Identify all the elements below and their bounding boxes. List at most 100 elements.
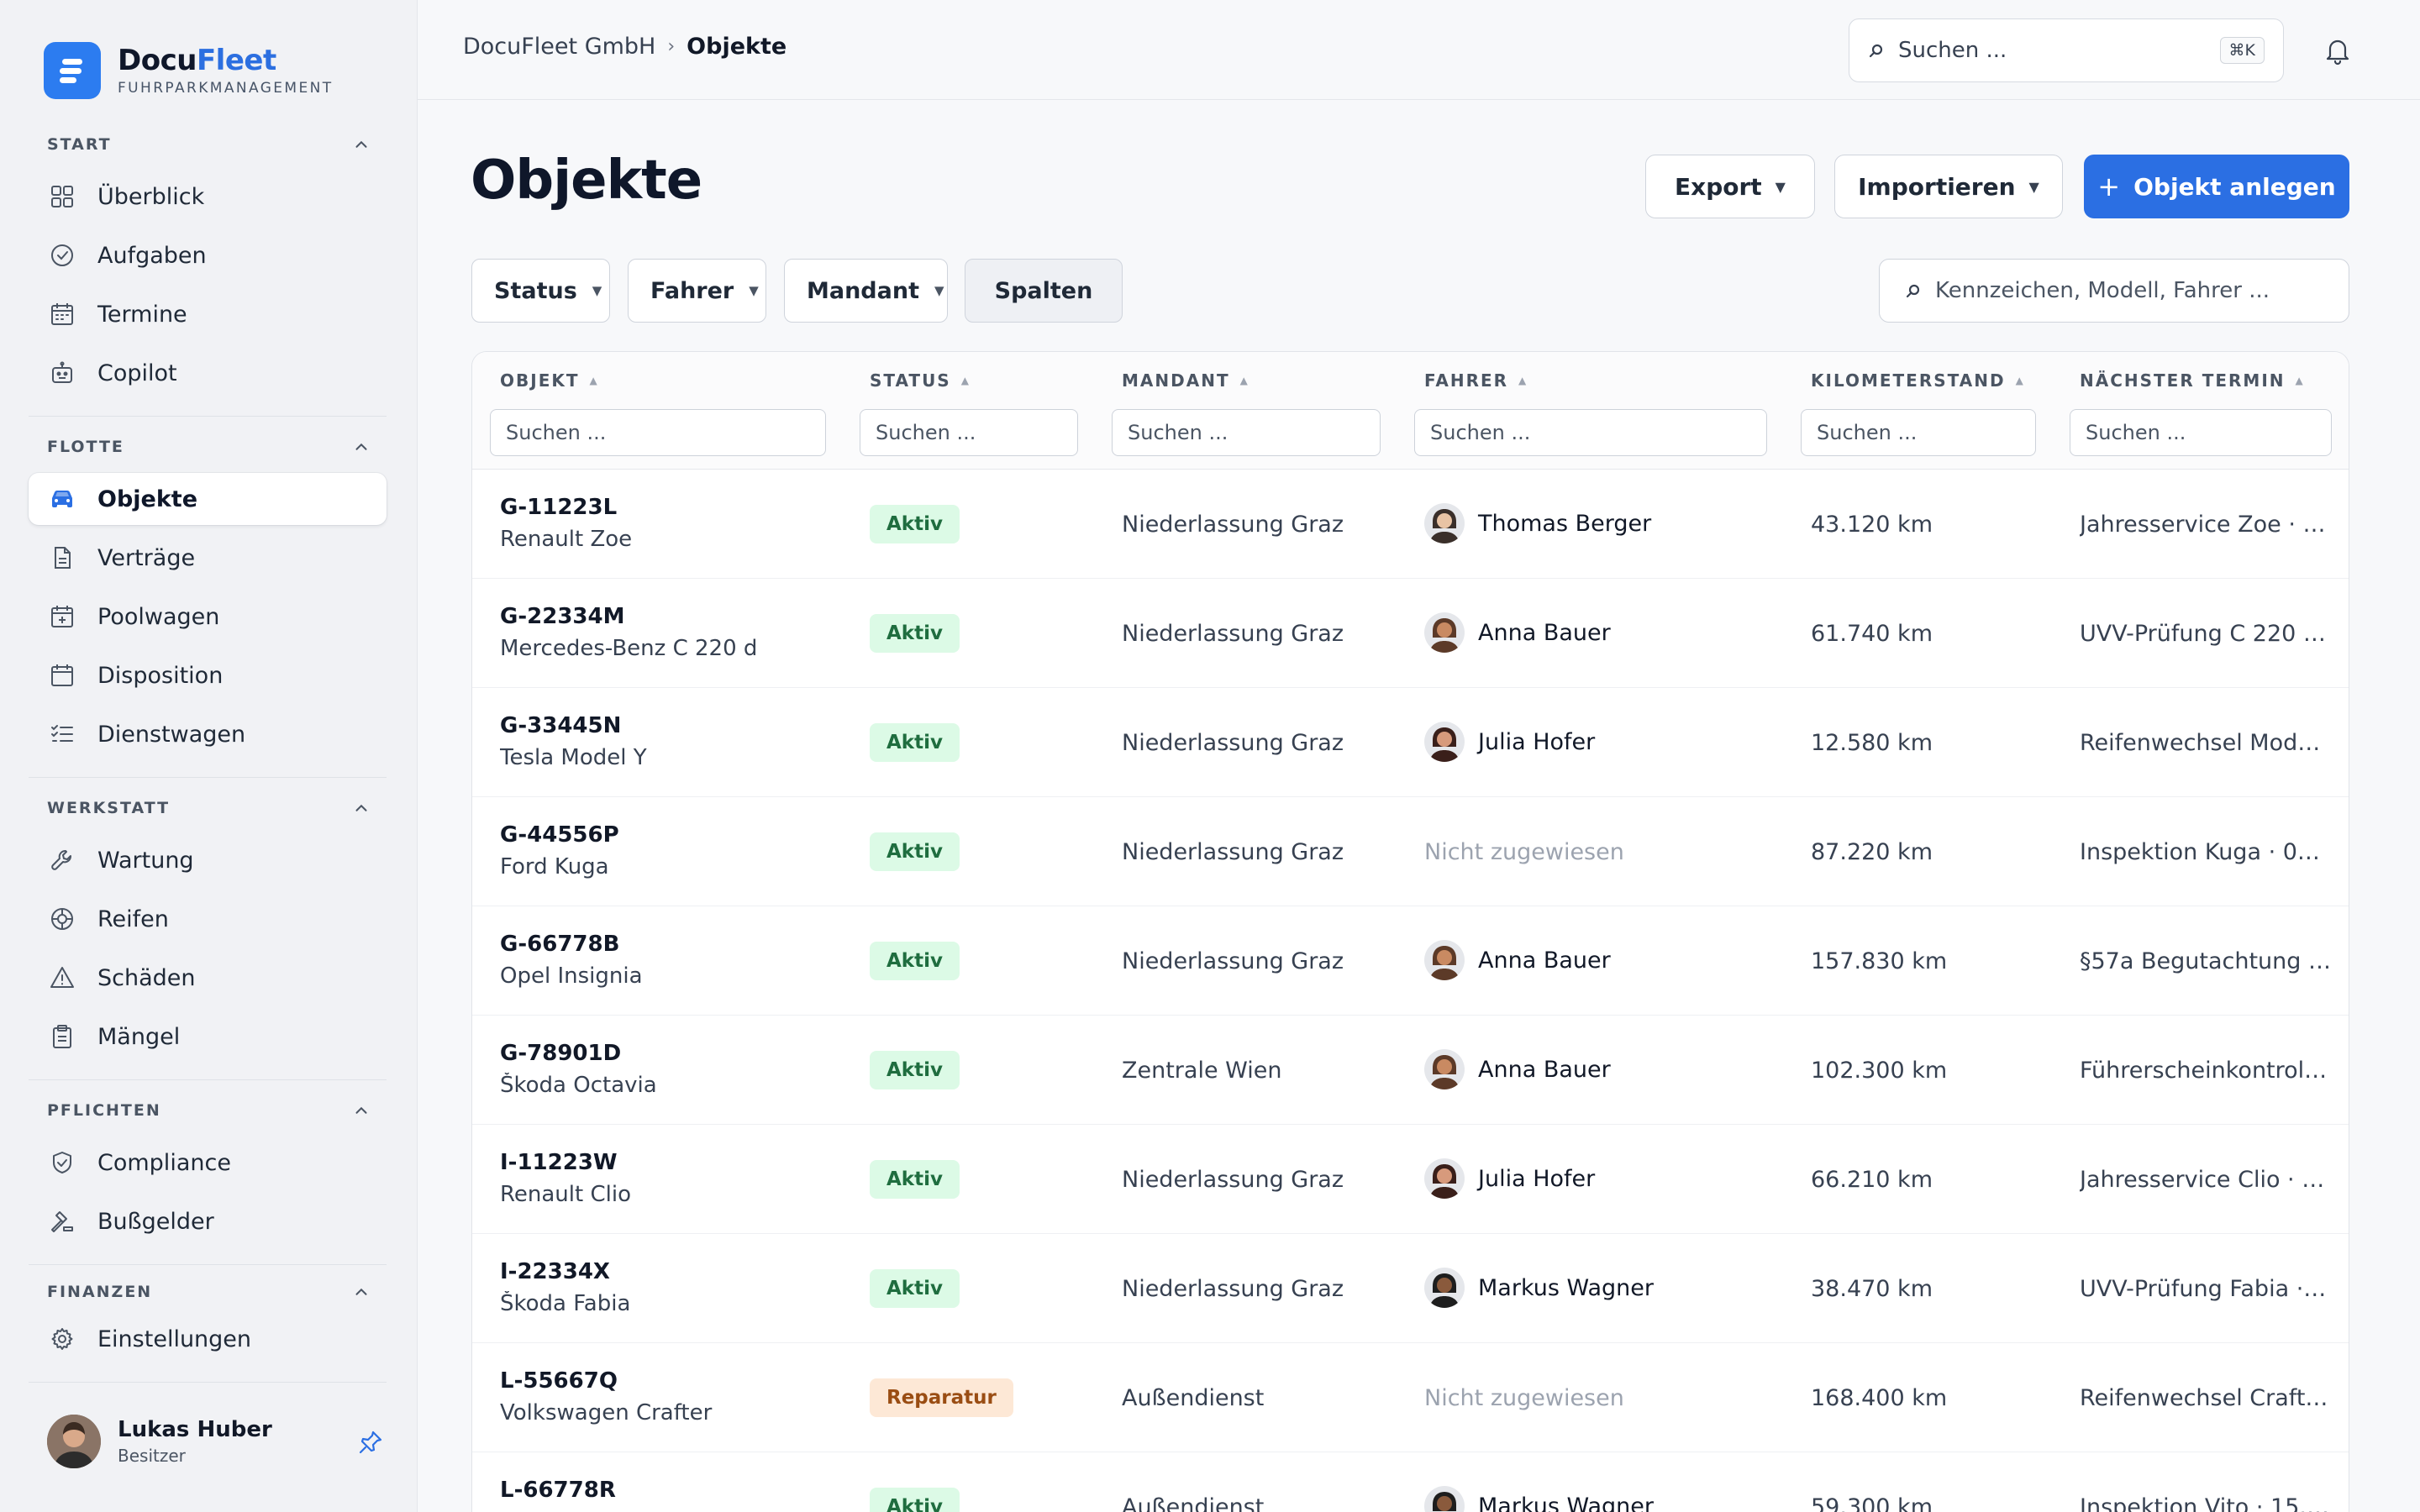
next-appointment-cell: Jahresservice Clio · 19.... — [2080, 1167, 2332, 1193]
mandant-cell: Außendienst — [1122, 1385, 1265, 1411]
mileage-cell: 168.400 km — [1811, 1385, 1948, 1411]
filter-fahrer[interactable]: Fahrer ▼ — [628, 259, 766, 323]
column-filter-status[interactable]: Suchen ... — [860, 409, 1078, 456]
driver-cell[interactable]: Julia Hofer — [1424, 1158, 1595, 1199]
column-filter-kilometerstand[interactable]: Suchen ... — [1801, 409, 2036, 456]
table-row[interactable]: G-11223L Renault Zoe Aktiv Niederlassung Gr… — [472, 470, 2349, 579]
document-icon — [49, 544, 76, 571]
driver-name: Anna Bauer — [1478, 947, 1611, 974]
column-filter-objekt[interactable]: Suchen ... — [490, 409, 826, 456]
import-button[interactable]: Importieren ▼ — [1834, 155, 2063, 218]
section-werkstatt[interactable]: WERKSTATT — [47, 795, 371, 821]
breadcrumb-link[interactable]: DocuFleet GmbH — [463, 34, 656, 60]
mileage-cell: 87.220 km — [1811, 839, 1933, 865]
topbar: DocuFleet GmbH › Objekte Suchen ... ⌘K — [418, 0, 2420, 100]
driver-cell[interactable]: Anna Bauer — [1424, 612, 1611, 653]
column-header-status[interactable]: STATUS ▲ — [870, 370, 971, 391]
object-plate[interactable]: G-66778B — [500, 932, 620, 957]
sidebar-item-copilot[interactable]: Copilot — [29, 347, 387, 399]
sort-icon: ▲ — [2295, 375, 2305, 386]
sidebar-item-einstellungen[interactable]: Einstellungen — [29, 1313, 387, 1365]
section-finanzen[interactable]: FINANZEN — [47, 1283, 371, 1299]
sidebar-item-ueberblick[interactable]: Überblick — [29, 171, 387, 223]
column-header-fahrer[interactable]: FAHRER ▲ — [1424, 370, 1528, 391]
driver-cell[interactable]: Markus Wagner — [1424, 1486, 1654, 1512]
section-flotte[interactable]: FLOTTE — [47, 434, 371, 459]
sidebar-item-label: Wartung — [97, 847, 194, 874]
object-plate[interactable]: G-44556P — [500, 822, 619, 848]
table-row[interactable]: G-22334M Mercedes-Benz C 220 d Aktiv Nieder… — [472, 579, 2349, 688]
sidebar-item-objekte[interactable]: Objekte — [29, 473, 387, 525]
column-header-mandant[interactable]: MANDANT ▲ — [1122, 370, 1249, 391]
table-row[interactable]: I-22334X Škoda Fabia Aktiv Niederlassung Gr… — [472, 1234, 2349, 1343]
sidebar-item-label: Dienstwagen — [97, 721, 246, 748]
section-title: PFLICHTEN — [47, 1101, 161, 1120]
mandant-cell: Niederlassung Graz — [1122, 730, 1344, 756]
status-badge: Aktiv — [870, 1488, 960, 1512]
object-plate[interactable]: G-33445N — [500, 713, 622, 738]
column-filter-naechster-termin[interactable]: Suchen ... — [2070, 409, 2332, 456]
table-row[interactable]: I-11223W Renault Clio Aktiv Niederlassung G… — [472, 1125, 2349, 1234]
object-plate[interactable]: I-11223W — [500, 1150, 618, 1175]
object-plate[interactable]: L-55667Q — [500, 1368, 618, 1394]
object-plate[interactable]: G-22334M — [500, 604, 625, 629]
table-row[interactable]: G-66778B Opel Insignia Aktiv Niederlassung … — [472, 906, 2349, 1016]
column-header-kilometerstand[interactable]: KILOMETERSTAND ▲ — [1811, 370, 2025, 391]
user-profile[interactable]: Lukas Huber Besitzer — [47, 1413, 383, 1470]
object-plate[interactable]: L-66778R — [500, 1478, 616, 1503]
export-button[interactable]: Export ▼ — [1645, 155, 1815, 218]
brand[interactable]: DocuFleet FUHRPARKMANAGEMENT — [44, 40, 334, 101]
table-search-input[interactable]: Kennzeichen, Modell, Fahrer ... — [1879, 259, 2349, 323]
column-header-objekt[interactable]: OBJEKT ▲ — [500, 370, 599, 391]
sidebar-item-aufgaben[interactable]: Aufgaben — [29, 229, 387, 281]
column-header-naechster-termin[interactable]: NÄCHSTER TERMIN ▲ — [2080, 370, 2305, 391]
sidebar-item-label: Aufgaben — [97, 242, 207, 269]
table-row[interactable]: L-66778R Aktiv Außendienst Markus Wagner 59.… — [472, 1452, 2349, 1512]
columns-button[interactable]: Spalten — [965, 259, 1123, 323]
object-plate[interactable]: G-78901D — [500, 1041, 622, 1066]
table-row[interactable]: L-55667Q Volkswagen Crafter Reparatur Außen… — [472, 1343, 2349, 1452]
next-appointment-cell: UVV-Prüfung Fabia · 2... — [2080, 1276, 2332, 1302]
divider — [29, 777, 387, 778]
status-badge: Aktiv — [870, 505, 960, 543]
sidebar-item-maengel[interactable]: Mängel — [29, 1011, 387, 1063]
object-plate[interactable]: I-22334X — [500, 1259, 610, 1284]
driver-cell[interactable]: Thomas Berger — [1424, 503, 1651, 543]
sidebar-item-vertraege[interactable]: Verträge — [29, 532, 387, 584]
sidebar-item-dienstwagen[interactable]: Dienstwagen — [29, 708, 387, 760]
table-row[interactable]: G-78901D Škoda Octavia Aktiv Zentrale Wien A… — [472, 1016, 2349, 1125]
driver-cell[interactable]: Markus Wagner — [1424, 1268, 1654, 1308]
object-plate[interactable]: G-11223L — [500, 495, 618, 520]
mileage-cell: 102.300 km — [1811, 1058, 1948, 1084]
column-filter-fahrer[interactable]: Suchen ... — [1414, 409, 1767, 456]
sidebar-item-compliance[interactable]: Compliance — [29, 1137, 387, 1189]
table-row[interactable]: G-44556P Ford Kuga Aktiv Niederlassung Graz… — [472, 797, 2349, 906]
section-start[interactable]: START — [47, 132, 371, 157]
driver-cell[interactable]: Anna Bauer — [1424, 1049, 1611, 1089]
sidebar-item-schaeden[interactable]: Schäden — [29, 952, 387, 1004]
object-model: Opel Insignia — [500, 963, 643, 989]
sidebar-item-termine[interactable]: Termine — [29, 288, 387, 340]
create-object-button[interactable]: + Objekt anlegen — [2084, 155, 2349, 218]
divider — [29, 1382, 387, 1383]
filter-mandant[interactable]: Mandant ▼ — [784, 259, 948, 323]
pin-icon[interactable] — [358, 1430, 383, 1455]
sidebar-item-reifen[interactable]: Reifen — [29, 893, 387, 945]
search-icon — [1906, 284, 1920, 298]
filter-status[interactable]: Status ▼ — [471, 259, 610, 323]
sidebar-item-disposition[interactable]: Disposition — [29, 649, 387, 701]
sidebar-item-bussgelder[interactable]: Bußgelder — [29, 1195, 387, 1247]
breadcrumb: DocuFleet GmbH › Objekte — [463, 34, 786, 60]
global-search-input[interactable]: Suchen ... ⌘K — [1849, 18, 2284, 82]
table-row[interactable]: G-33445N Tesla Model Y Aktiv Niederlassung … — [472, 688, 2349, 797]
driver-cell[interactable]: Julia Hofer — [1424, 722, 1595, 762]
driver-cell[interactable]: Anna Bauer — [1424, 940, 1611, 980]
chevron-up-icon — [355, 140, 367, 148]
column-filter-mandant[interactable]: Suchen ... — [1112, 409, 1381, 456]
section-pflichten[interactable]: PFLICHTEN — [47, 1098, 371, 1123]
bell-icon[interactable] — [2323, 35, 2353, 66]
breadcrumb-current: Objekte — [687, 34, 787, 60]
mandant-cell: Niederlassung Graz — [1122, 948, 1344, 974]
sidebar-item-poolwagen[interactable]: Poolwagen — [29, 591, 387, 643]
sidebar-item-wartung[interactable]: Wartung — [29, 834, 387, 886]
